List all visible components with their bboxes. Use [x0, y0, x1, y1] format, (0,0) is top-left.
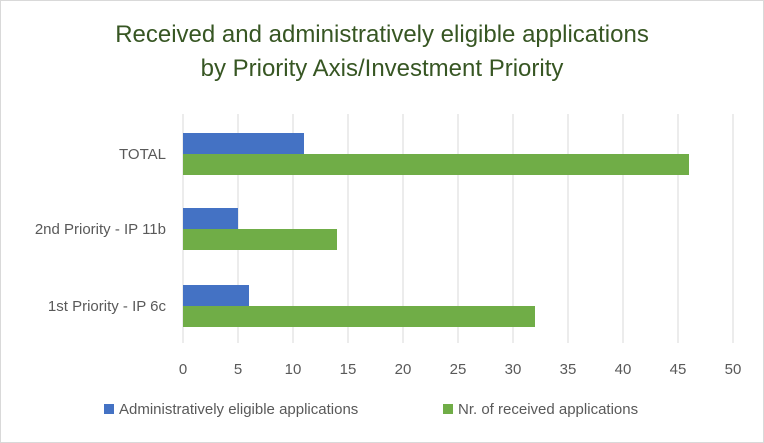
category-label-1: 2nd Priority - IP 11b — [35, 221, 166, 238]
x-tick-label-25: 25 — [450, 361, 467, 378]
x-tick-label-15: 15 — [340, 361, 357, 378]
x-tick-label-5: 5 — [234, 361, 242, 378]
chart-title: Received and administratively eligible a… — [0, 18, 764, 86]
bar-eligible-2 — [183, 285, 249, 306]
x-tick-labels: 0 5 10 15 20 25 30 35 40 45 50 — [179, 361, 742, 378]
x-tick-label-20: 20 — [395, 361, 412, 378]
category-label-2: 1st Priority - IP 6c — [48, 298, 167, 315]
legend-label-0: Administratively eligible applications — [119, 401, 358, 418]
x-tick-label-35: 35 — [560, 361, 577, 378]
chart-title-line-1: Received and administratively eligible a… — [115, 21, 649, 48]
category-label-0: TOTAL — [119, 146, 166, 163]
x-tick-label-10: 10 — [285, 361, 302, 378]
legend-label-1: Nr. of received applications — [458, 401, 638, 418]
x-tick-label-30: 30 — [505, 361, 522, 378]
x-tick-label-50: 50 — [725, 361, 742, 378]
bars — [183, 133, 689, 327]
category-labels: TOTAL 2nd Priority - IP 11b 1st Priority -… — [35, 146, 167, 315]
legend-swatch-0 — [104, 404, 114, 414]
legend: Administratively eligible applications Nr… — [104, 401, 638, 418]
legend-swatch-1 — [443, 404, 453, 414]
chart-title-line-2: by Priority Axis/Investment Priority — [200, 55, 564, 82]
bar-received-0 — [183, 154, 689, 175]
x-tick-label-40: 40 — [615, 361, 632, 378]
x-tick-label-45: 45 — [670, 361, 687, 378]
bar-received-1 — [183, 229, 337, 250]
bar-eligible-0 — [183, 133, 304, 154]
bar-received-2 — [183, 306, 535, 327]
x-tick-label-0: 0 — [179, 361, 187, 378]
bar-eligible-1 — [183, 208, 238, 229]
